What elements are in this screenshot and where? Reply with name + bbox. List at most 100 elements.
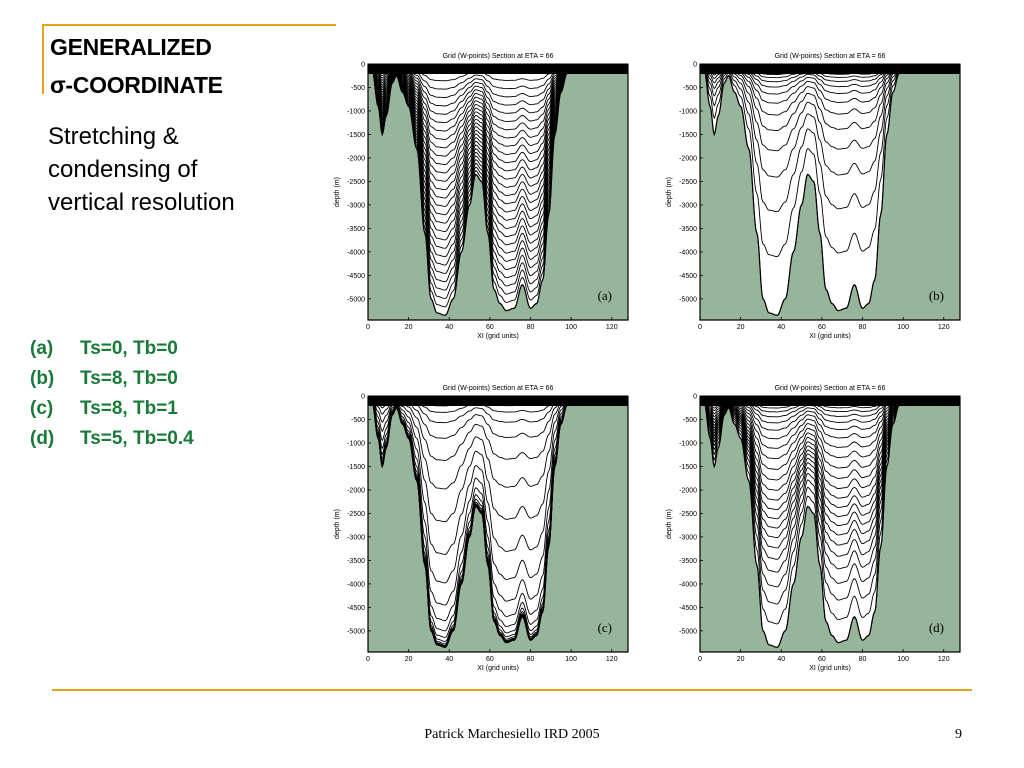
y-axis-label: depth (m) (334, 177, 341, 207)
surface-band (700, 64, 960, 74)
legend-text: Ts=5, Tb=0.4 (80, 428, 194, 449)
x-tick-label: 60 (818, 656, 826, 663)
y-tick-label: -2500 (347, 179, 365, 186)
y-tick-label: -4500 (679, 273, 697, 280)
surface-band (368, 64, 628, 74)
y-tick-label: -1500 (347, 464, 365, 471)
legend-item-a: (a) Ts=0, Tb=0 (30, 334, 194, 364)
x-tick-label: 40 (777, 324, 785, 331)
legend-item-c: (c) Ts=8, Tb=1 (30, 394, 194, 424)
x-tick-label: 120 (606, 324, 618, 331)
x-axis-label: XI (grid units) (477, 665, 519, 672)
panel-label: (a) (598, 288, 612, 303)
title-accent-bracket (42, 24, 336, 94)
legend-key: (c) (30, 398, 54, 419)
x-tick-label: 20 (737, 656, 745, 663)
plot-frame (699, 63, 961, 321)
y-tick-label: -5000 (347, 628, 365, 635)
y-tick-label: -2000 (679, 487, 697, 494)
panel-label: (b) (929, 288, 944, 303)
y-tick-label: -3500 (347, 226, 365, 233)
plot-title: Grid (W-points) Section at ETA = 66 (443, 385, 554, 392)
page-number: 9 (955, 727, 962, 742)
x-tick-label: 80 (859, 324, 867, 331)
y-tick-label: 0 (361, 62, 365, 69)
plot-title: Grid (W-points) Section at ETA = 66 (775, 385, 886, 392)
x-tick-label: 120 (938, 656, 950, 663)
footer-divider (52, 689, 972, 691)
y-tick-label: -3500 (679, 226, 697, 233)
y-tick-label: -1000 (347, 108, 365, 115)
x-axis-label: XI (grid units) (809, 665, 851, 672)
x-tick-label: 0 (698, 656, 702, 663)
y-axis-label: depth (m) (334, 509, 341, 539)
y-tick-label: -3500 (347, 558, 365, 565)
y-tick-label: -3000 (679, 202, 697, 209)
plot-frame (367, 395, 629, 653)
y-tick-label: -4500 (347, 273, 365, 280)
y-tick-label: -3000 (347, 202, 365, 209)
x-tick-label: 80 (527, 324, 535, 331)
y-tick-label: -2000 (679, 155, 697, 162)
y-tick-label: -1000 (679, 440, 697, 447)
x-tick-label: 60 (486, 324, 494, 331)
x-tick-label: 100 (565, 656, 577, 663)
x-tick-label: 40 (777, 656, 785, 663)
x-tick-label: 60 (818, 324, 826, 331)
x-tick-label: 0 (698, 324, 702, 331)
y-tick-label: -2500 (679, 511, 697, 518)
y-tick-label: -2500 (347, 511, 365, 518)
subtitle-line-1: Stretching & (48, 123, 179, 150)
grid-section-plots: Grid (W-points) Section at ETA = 66 0 -500… (330, 44, 970, 680)
footer-credit: Patrick Marchesiello IRD 2005 (424, 727, 600, 742)
slide-subtitle: Stretching & condensing of vertical reso… (48, 120, 298, 219)
x-tick-label: 100 (897, 656, 909, 663)
y-tick-label: -1000 (679, 108, 697, 115)
y-tick-label: 0 (693, 394, 697, 401)
legend-item-d: (d) Ts=5, Tb=0.4 (30, 424, 194, 454)
legend-text: Ts=0, Tb=0 (80, 338, 178, 359)
legend-key: (b) (30, 368, 55, 389)
y-tick-label: -5000 (679, 296, 697, 303)
y-tick-label: -500 (683, 85, 697, 92)
plot-frame (699, 395, 961, 653)
y-tick-label: -4000 (679, 249, 697, 256)
title-line-2: σ-COORDINATE (50, 72, 223, 98)
y-tick-label: -1500 (347, 132, 365, 139)
x-tick-label: 80 (527, 656, 535, 663)
plot-frame (367, 63, 629, 321)
x-tick-label: 40 (445, 656, 453, 663)
x-tick-label: 20 (405, 656, 413, 663)
x-tick-label: 60 (486, 656, 494, 663)
y-axis-label: depth (m) (666, 509, 673, 539)
x-tick-label: 100 (897, 324, 909, 331)
subtitle-line-2: condensing of (48, 156, 198, 183)
plots-canvas: Grid (W-points) Section at ETA = 66 0 -500… (334, 53, 961, 672)
legend-item-b: (b) Ts=8, Tb=0 (30, 364, 194, 394)
x-tick-label: 120 (938, 324, 950, 331)
legend-key: (d) (30, 428, 55, 449)
x-tick-label: 40 (445, 324, 453, 331)
plot-title: Grid (W-points) Section at ETA = 66 (443, 53, 554, 60)
legend-text: Ts=8, Tb=0 (80, 368, 178, 389)
y-tick-label: -3500 (679, 558, 697, 565)
parameter-legend: (a) Ts=0, Tb=0 (b) Ts=8, Tb=0 (c) Ts=8, … (30, 334, 194, 454)
y-tick-label: -4000 (347, 581, 365, 588)
grid-section-panel-b: Grid (W-points) Section at ETA = 66 0 -500… (666, 53, 961, 340)
y-tick-label: -4000 (679, 581, 697, 588)
x-tick-label: 20 (405, 324, 413, 331)
y-tick-label: 0 (361, 394, 365, 401)
plot-title: Grid (W-points) Section at ETA = 66 (775, 53, 886, 60)
x-tick-label: 20 (737, 324, 745, 331)
y-tick-label: 0 (693, 62, 697, 69)
y-tick-label: -3000 (347, 534, 365, 541)
grid-section-panel-a: Grid (W-points) Section at ETA = 66 0 -500… (334, 53, 629, 340)
y-tick-label: -3000 (679, 534, 697, 541)
title-line-1: GENERALIZED (50, 34, 212, 60)
surface-band (368, 396, 628, 406)
subtitle-line-3: vertical resolution (48, 189, 235, 216)
y-tick-label: -1500 (679, 132, 697, 139)
y-axis-label: depth (m) (666, 177, 673, 207)
y-tick-label: -5000 (347, 296, 365, 303)
y-tick-label: -2500 (679, 179, 697, 186)
